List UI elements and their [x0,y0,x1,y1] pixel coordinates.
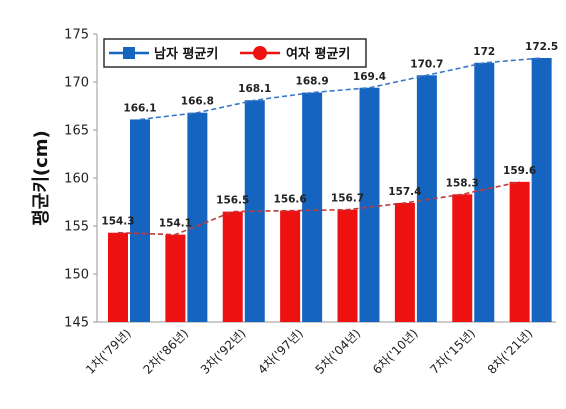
female-bar [394,202,415,322]
male-data-label: 169.4 [353,71,386,83]
male-trend-line [139,57,542,121]
x-category-label: 1차('79년) [83,326,134,377]
male-data-label: 168.9 [296,76,329,88]
female-data-label: 156.7 [331,193,364,205]
x-category-label: 3차('92년) [198,326,249,377]
male-data-label: 172 [473,46,495,58]
male-bar [359,87,380,322]
male-bar [130,119,150,322]
x-category-label: 8차('21년) [485,326,536,377]
male-data-label: 168.1 [238,83,271,95]
male-bar [474,62,495,323]
female-bar [280,210,301,322]
legend-male-label: 남자 평균키 [154,46,218,62]
y-tick-label: 150 [64,268,89,283]
female-trend-line [117,181,520,236]
legend-female-label: 여자 평균키 [286,46,350,62]
x-category-label: 2차('86년) [141,326,192,377]
male-bar [187,112,208,322]
y-tick-label: 145 [64,316,89,331]
female-data-label: 156.6 [274,194,307,206]
y-tick-label: 155 [64,220,89,235]
y-tick-label: 170 [64,76,89,91]
y-tick-label: 160 [64,172,89,187]
male-data-label: 166.8 [181,96,214,108]
legend-male-marker [123,47,135,59]
x-category-label: 4차('97년) [255,326,306,377]
female-data-label: 159.6 [503,165,536,177]
male-bar [302,92,323,322]
female-data-label: 154.3 [101,216,134,228]
male-data-label: 166.1 [123,102,156,114]
x-category-label: 5차('04년) [313,326,364,377]
y-axis-title: 평균키(cm) [31,130,52,226]
male-data-label: 170.7 [410,58,443,70]
male-bar [416,75,437,322]
male-data-label: 172.5 [525,41,558,53]
female-bar [337,209,358,322]
female-bar [509,181,530,322]
x-category-label: 6차('10년) [370,326,421,377]
x-category-label: 7차('15년) [427,326,478,377]
male-bar [531,58,552,322]
female-bar [165,234,186,322]
female-data-label: 154.1 [159,218,192,230]
female-data-label: 156.5 [216,195,249,207]
female-bar [222,211,243,322]
female-bar [452,194,473,322]
female-data-label: 158.3 [446,177,479,189]
male-bar [244,100,265,323]
female-data-label: 157.4 [388,186,421,198]
y-tick-label: 175 [64,28,89,43]
legend-female-marker [253,46,267,60]
y-tick-label: 165 [64,124,89,139]
female-bar [108,232,128,322]
